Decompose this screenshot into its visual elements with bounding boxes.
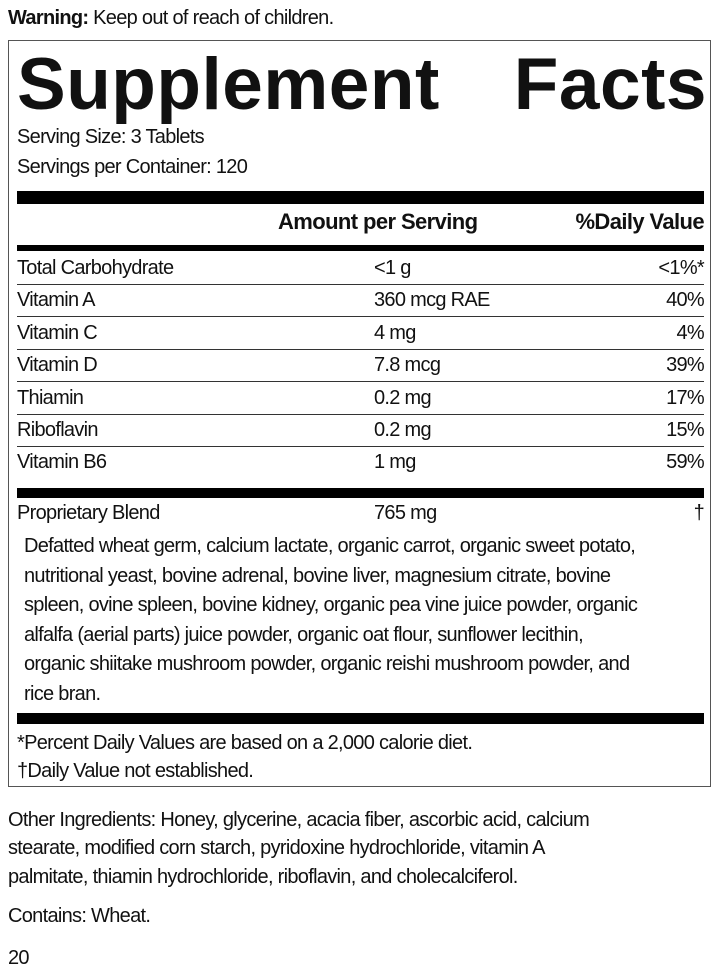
nutrient-amount: 0.2 mg xyxy=(374,386,432,409)
title-word-supplement: Supplement xyxy=(17,44,440,125)
footnote: †Daily Value not established. xyxy=(17,760,254,782)
page-number: 20 xyxy=(8,947,30,969)
nutrient-amount: 1 mg xyxy=(374,451,416,474)
nutrient-dv: <1%* xyxy=(658,257,704,279)
nutrient-dv: 15% xyxy=(666,419,705,441)
header-amount: Amount per Serving xyxy=(278,209,478,234)
blend-ingredients-line: organic shiitake mushroom powder, organi… xyxy=(24,653,630,675)
nutrient-dv: 4% xyxy=(676,321,704,344)
blend-ingredients-line: spleen, ovine spleen, bovine kidney, org… xyxy=(24,594,638,616)
title-word-facts: Facts xyxy=(513,44,707,125)
contains-statement: Contains: Wheat. xyxy=(8,905,151,927)
serving-size: Serving Size: 3 Tablets xyxy=(17,126,205,148)
other-ingredients-line: Other Ingredients: Honey, glycerine, aca… xyxy=(8,809,590,831)
blend-row: Proprietary Blend 765 mg † xyxy=(17,499,705,529)
warning-label: Warning: xyxy=(8,7,89,29)
warning-statement: Warning: Keep out of reach of children. xyxy=(8,7,334,29)
blend-ingredients-line: alfalfa (aerial parts) juice powder, org… xyxy=(24,623,584,646)
nutrient-row: Vitamin C 4 mg 4% xyxy=(17,317,705,350)
divider-thick xyxy=(17,713,704,724)
divider-thick xyxy=(17,191,704,204)
nutrient-name: Riboflavin xyxy=(17,419,99,441)
blend-dv: † xyxy=(693,502,705,524)
nutrient-dv: 59% xyxy=(666,451,705,474)
blend-amount: 765 mg xyxy=(374,502,437,524)
nutrient-dv: 39% xyxy=(666,354,705,377)
nutrient-name: Total Carbohydrate xyxy=(17,257,174,279)
nutrient-amount: 7.8 mcg xyxy=(374,354,441,377)
other-ingredients-line: stearate, modified corn starch, pyridoxi… xyxy=(8,837,545,859)
nutrient-name: Vitamin B6 xyxy=(17,451,107,474)
divider-medium xyxy=(17,245,704,251)
nutrient-dv: 17% xyxy=(666,386,705,409)
blend-ingredients-line: nutritional yeast, bovine adrenal, bovin… xyxy=(24,564,611,587)
panel-title: Supplement Facts xyxy=(17,41,707,129)
nutrient-row: Riboflavin 0.2 mg 15% xyxy=(17,414,705,447)
supplement-facts-panel: Supplement Facts Serving Size: 3 Tablets… xyxy=(8,40,711,787)
nutrient-row: Total Carbohydrate <1 g <1%* xyxy=(17,252,705,285)
blend-name: Proprietary Blend xyxy=(17,502,160,524)
nutrient-row: Thiamin 0.2 mg 17% xyxy=(17,382,705,415)
servings-per-container: Servings per Container: 120 xyxy=(17,156,248,178)
blend-ingredients-line: Defatted wheat germ, calcium lactate, or… xyxy=(24,535,636,557)
divider-thick xyxy=(17,488,704,498)
nutrient-name: Vitamin C xyxy=(17,321,98,344)
nutrient-amount: 0.2 mg xyxy=(374,419,432,441)
footnote: *Percent Daily Values are based on a 2,0… xyxy=(17,732,473,754)
nutrient-row: Vitamin D 7.8 mcg 39% xyxy=(17,349,705,383)
nutrient-name: Vitamin A xyxy=(17,289,96,312)
nutrient-row: Vitamin A 360 mcg RAE 40% xyxy=(17,284,705,318)
nutrient-dv: 40% xyxy=(666,289,705,312)
nutrient-name: Thiamin xyxy=(17,386,84,409)
nutrient-amount: <1 g xyxy=(374,257,411,279)
nutrient-amount: 360 mcg RAE xyxy=(374,289,490,312)
nutrient-name: Vitamin D xyxy=(17,354,98,377)
nutrient-row: Vitamin B6 1 mg 59% xyxy=(17,446,705,478)
nutrient-amount: 4 mg xyxy=(374,321,416,344)
header-daily-value: %Daily Value xyxy=(575,209,704,234)
blend-ingredients-line: rice bran. xyxy=(24,682,101,705)
warning-text: Keep out of reach of children. xyxy=(88,7,334,29)
other-ingredients-line: palmitate, thiamin hydrochloride, ribofl… xyxy=(8,866,518,888)
